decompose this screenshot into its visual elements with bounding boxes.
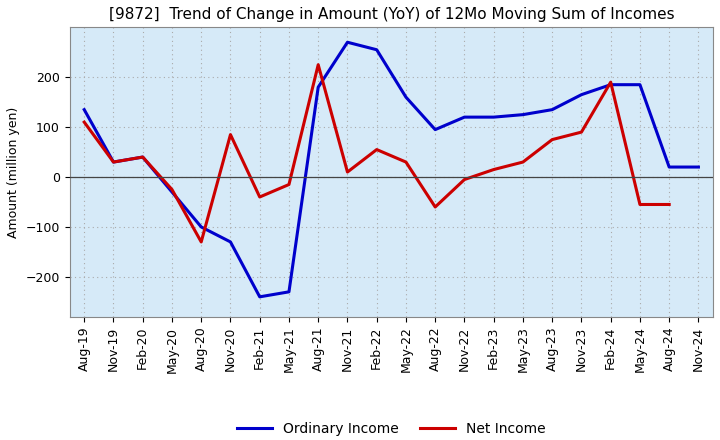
Net Income xyxy=(343,169,352,175)
Net Income xyxy=(636,202,644,207)
Ordinary Income xyxy=(665,165,673,170)
Ordinary Income xyxy=(256,294,264,300)
Net Income xyxy=(109,159,118,165)
Net Income xyxy=(490,167,498,172)
Ordinary Income xyxy=(168,189,176,194)
Ordinary Income xyxy=(460,114,469,120)
Y-axis label: Amount (million yen): Amount (million yen) xyxy=(7,106,20,238)
Net Income xyxy=(606,80,615,85)
Net Income xyxy=(284,182,293,187)
Net Income xyxy=(665,202,673,207)
Net Income xyxy=(518,159,527,165)
Ordinary Income xyxy=(372,47,381,52)
Net Income xyxy=(197,239,205,245)
Ordinary Income xyxy=(577,92,586,97)
Net Income xyxy=(314,62,323,67)
Ordinary Income xyxy=(431,127,439,132)
Net Income xyxy=(226,132,235,137)
Legend: Ordinary Income, Net Income: Ordinary Income, Net Income xyxy=(232,416,551,440)
Ordinary Income xyxy=(518,112,527,117)
Ordinary Income xyxy=(314,84,323,90)
Ordinary Income xyxy=(109,159,118,165)
Net Income xyxy=(577,129,586,135)
Ordinary Income xyxy=(138,154,147,160)
Net Income xyxy=(256,194,264,200)
Ordinary Income xyxy=(694,165,703,170)
Net Income xyxy=(548,137,557,142)
Net Income xyxy=(431,204,439,209)
Net Income xyxy=(402,159,410,165)
Net Income xyxy=(460,177,469,182)
Ordinary Income xyxy=(197,224,205,230)
Ordinary Income xyxy=(606,82,615,87)
Line: Net Income: Net Income xyxy=(84,65,669,242)
Ordinary Income xyxy=(343,40,352,45)
Ordinary Income xyxy=(284,289,293,294)
Ordinary Income xyxy=(226,239,235,245)
Ordinary Income xyxy=(80,107,89,112)
Net Income xyxy=(372,147,381,152)
Net Income xyxy=(168,187,176,192)
Net Income xyxy=(80,120,89,125)
Ordinary Income xyxy=(548,107,557,112)
Line: Ordinary Income: Ordinary Income xyxy=(84,42,698,297)
Ordinary Income xyxy=(636,82,644,87)
Net Income xyxy=(138,154,147,160)
Ordinary Income xyxy=(490,114,498,120)
Ordinary Income xyxy=(402,95,410,100)
Title: [9872]  Trend of Change in Amount (YoY) of 12Mo Moving Sum of Incomes: [9872] Trend of Change in Amount (YoY) o… xyxy=(109,7,674,22)
